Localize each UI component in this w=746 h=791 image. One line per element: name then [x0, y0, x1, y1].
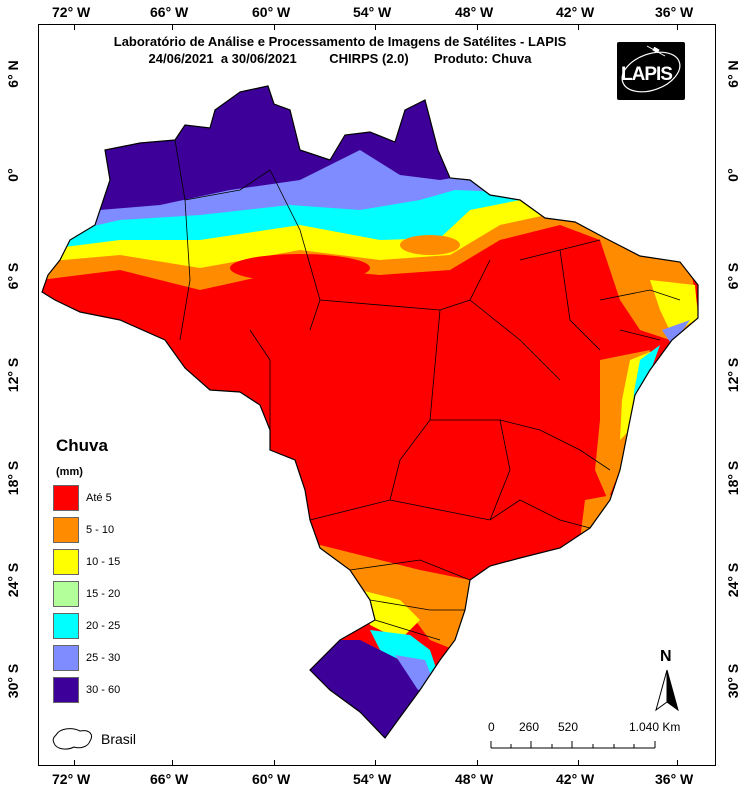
lon-label-bottom: 66° W [150, 771, 189, 787]
legend-label: 5 - 10 [86, 524, 115, 536]
legend-item: Até 5 [53, 485, 213, 512]
tick-mark [172, 760, 173, 766]
legend-label: 15 - 20 [86, 588, 121, 600]
brasil-outline-icon [52, 728, 93, 750]
satellite-icon [621, 45, 681, 93]
legend-label: 25 - 30 [86, 652, 121, 664]
legend-swatch [53, 613, 79, 639]
north-label: N [660, 648, 672, 665]
lon-label-bottom: 42° W [556, 771, 595, 787]
tick-mark [375, 24, 376, 30]
north-arrow: N [650, 648, 684, 714]
legend-item: 25 - 30 [53, 645, 213, 672]
tick-mark [477, 760, 478, 766]
legend-item: 30 - 60 [53, 677, 213, 704]
tick-mark [477, 24, 478, 30]
legend-label: 10 - 15 [86, 556, 121, 568]
lon-label-top: 36° W [655, 4, 694, 20]
tick-mark [274, 24, 275, 30]
tick-mark [677, 24, 678, 30]
scale-bar: 0 260 520 1.040 Km [488, 720, 698, 756]
lapis-logo: LAPIS [617, 42, 685, 100]
scale-ruler [490, 741, 656, 749]
lon-label-top: 48° W [455, 4, 494, 20]
legend-title: Chuva [56, 436, 108, 455]
brasil-legend-label: Brasil [101, 731, 137, 747]
title-line-1: Laboratório de Análise e Processamento d… [113, 34, 567, 49]
lon-label-bottom: 54° W [353, 771, 392, 787]
lon-label-bottom: 72° W [52, 771, 91, 787]
lon-label-bottom: 36° W [655, 771, 694, 787]
legend-item: 20 - 25 [53, 613, 213, 640]
logo-text: LAPIS [621, 64, 673, 85]
scale-label: 520 [558, 720, 579, 734]
legend-item: 10 - 15 [53, 549, 213, 576]
legend-label: 20 - 25 [86, 620, 121, 632]
title-line-2: 24/06/2021 a 30/06/2021 CHIRPS (2.0) Pro… [148, 51, 532, 66]
tick-mark [74, 760, 75, 766]
tick-mark [677, 760, 678, 766]
legend-label: 30 - 60 [86, 684, 121, 696]
legend-swatch [53, 549, 79, 575]
north-arrow-icon [655, 669, 679, 712]
map-title: Laboratório de Análise e Processamento d… [40, 33, 640, 67]
lon-label-bottom: 48° W [455, 771, 494, 787]
lon-label-top: 42° W [556, 4, 595, 20]
tick-mark [172, 24, 173, 30]
legend-item: 15 - 20 [53, 581, 213, 608]
tick-mark [578, 24, 579, 30]
scale-label: 1.040 Km [629, 720, 681, 734]
legend-swatch [53, 677, 79, 703]
legend-label: Até 5 [86, 492, 112, 504]
tick-mark [578, 760, 579, 766]
legend-item: 5 - 10 [53, 517, 213, 544]
legend-swatch [53, 517, 79, 543]
tick-mark [375, 760, 376, 766]
scale-label: 260 [519, 720, 540, 734]
legend-swatch [53, 581, 79, 607]
legend-swatch [53, 645, 79, 671]
lon-label-top: 60° W [252, 4, 291, 20]
legend-swatch [53, 485, 79, 511]
legend-unit: (mm) [56, 466, 83, 478]
lon-label-top: 66° W [150, 4, 189, 20]
scale-label: 0 [488, 720, 495, 734]
lon-label-top: 54° W [353, 4, 392, 20]
lon-label-top: 72° W [52, 4, 91, 20]
lon-label-bottom: 60° W [252, 771, 291, 787]
tick-mark [274, 760, 275, 766]
tick-mark [74, 24, 75, 30]
